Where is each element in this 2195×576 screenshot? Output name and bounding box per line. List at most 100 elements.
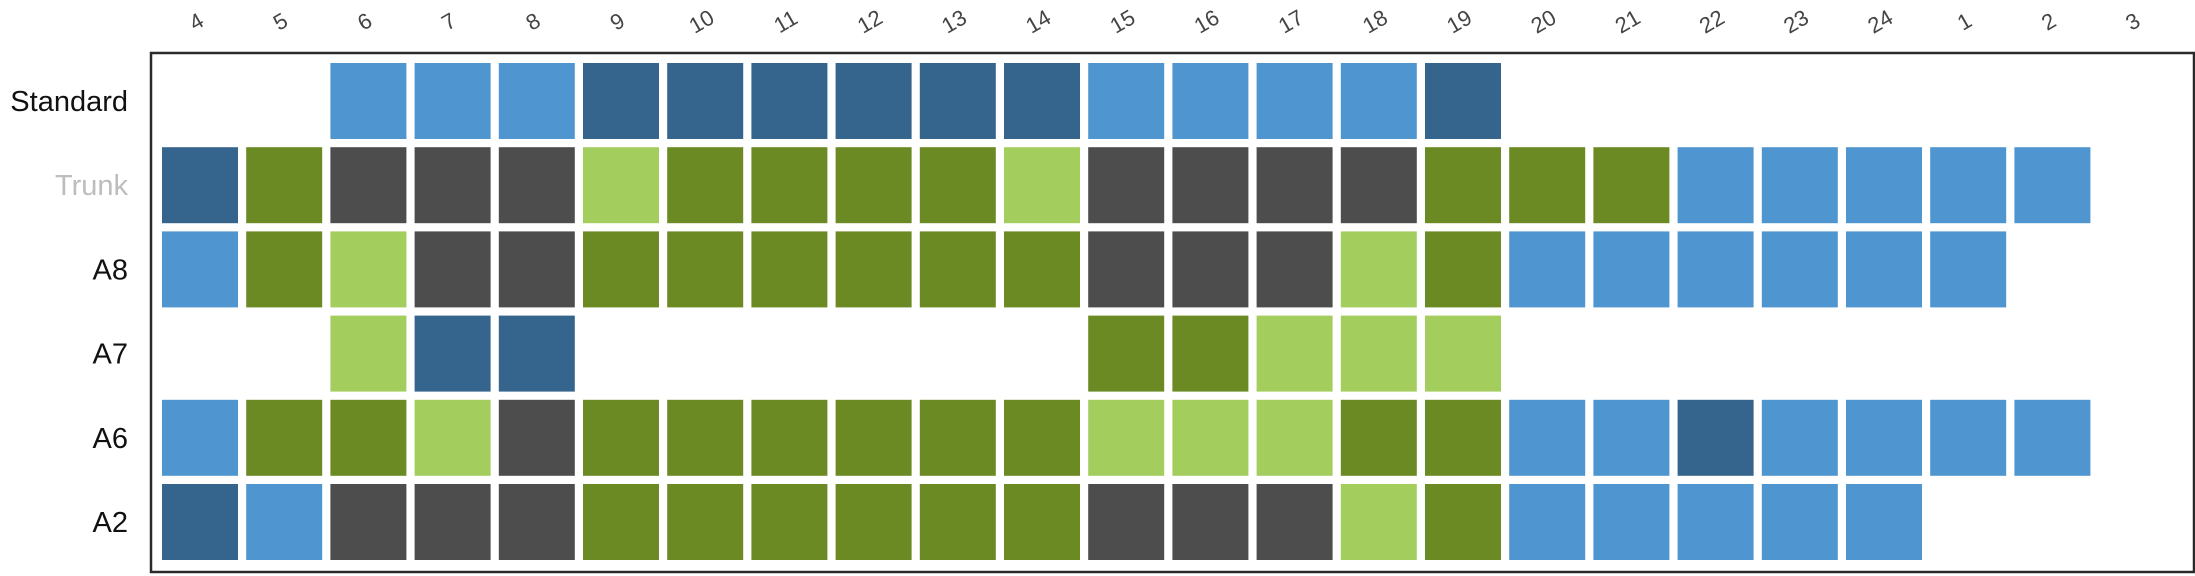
heatmap-cell [1677, 484, 1754, 560]
heatmap-cell [330, 315, 407, 392]
heatmap-cell [919, 484, 996, 560]
heatmap-cells [162, 63, 2091, 560]
heatmap-cell [919, 399, 996, 476]
row-label-a8: A8 [93, 254, 128, 286]
heatmap-cell [1761, 147, 1838, 224]
heatmap-cell [835, 63, 912, 139]
heatmap-cell [1930, 147, 2007, 224]
heatmap-cell [667, 399, 744, 476]
heatmap-cell [1088, 484, 1165, 560]
x-tick-label: 7 [437, 8, 460, 36]
heatmap-cell [162, 231, 238, 308]
heatmap-cell [835, 231, 912, 308]
heatmap-cell [1340, 231, 1417, 308]
heatmap-cell [1088, 147, 1165, 224]
heatmap-cell [1677, 399, 1754, 476]
heatmap-cell [1256, 63, 1333, 139]
x-tick-label: 16 [1190, 5, 1224, 39]
x-tick-label: 19 [1442, 5, 1476, 39]
x-tick-label: 12 [853, 5, 887, 39]
heatmap-cell [1425, 147, 1501, 224]
heatmap-cell [583, 63, 659, 139]
heatmap-cell [1340, 63, 1417, 139]
x-tick-label: 4 [185, 8, 208, 36]
heatmap-cell [1593, 484, 1670, 560]
heatmap-cell [1425, 484, 1501, 560]
heatmap-cell [414, 63, 491, 139]
heatmap-cell [414, 231, 491, 308]
heatmap-cell [1761, 399, 1838, 476]
x-axis-tick-labels: 4 5 6 7 8 9 10 11 12 13 14 15 16 17 18 19 20 21 22 23 24 1 2 3 [185, 5, 2145, 39]
heatmap-cell [583, 231, 659, 308]
heatmap-cell [162, 399, 238, 476]
heatmap-cell [751, 147, 828, 224]
heatmap-cell [162, 484, 238, 560]
heatmap-cell [2014, 147, 2091, 224]
x-tick-label: 3 [2121, 8, 2144, 36]
heatmap-cell [1509, 147, 1586, 224]
heatmap-cell [1761, 484, 1838, 560]
heatmap-cell [1425, 399, 1501, 476]
heatmap-cell [1593, 399, 1670, 476]
heatmap-cell [1677, 231, 1754, 308]
heatmap-cell [667, 147, 744, 224]
x-tick-label: 5 [269, 8, 292, 36]
heatmap-cell [1677, 147, 1754, 224]
heatmap-cell [1172, 63, 1249, 139]
heatmap-cell [751, 484, 828, 560]
heatmap-cell [1509, 484, 1586, 560]
x-tick-label: 15 [1106, 5, 1140, 39]
heatmap-cell [498, 484, 575, 560]
heatmap-cell [498, 315, 575, 392]
heatmap-cell [835, 484, 912, 560]
x-tick-label: 20 [1527, 5, 1561, 39]
heatmap-cell [246, 231, 323, 308]
heatmap-cell [498, 231, 575, 308]
x-tick-label: 23 [1779, 5, 1813, 39]
heatmap-cell [162, 147, 238, 224]
x-tick-label: 13 [937, 5, 971, 39]
heatmap-cell [751, 231, 828, 308]
heatmap-cell [1425, 231, 1501, 308]
heatmap-cell [1256, 147, 1333, 224]
heatmap-cell [1172, 484, 1249, 560]
heatmap-cell [1256, 484, 1333, 560]
heatmap-cell [583, 484, 659, 560]
heatmap-cell [1004, 63, 1080, 139]
heatmap-cell [330, 399, 407, 476]
heatmap-cell [583, 147, 659, 224]
heatmap-cell [414, 147, 491, 224]
heatmap-cell [1088, 315, 1165, 392]
heatmap-cell [498, 399, 575, 476]
row-label-a2: A2 [93, 507, 128, 539]
heatmap-cell [414, 399, 491, 476]
heatmap-cell [667, 484, 744, 560]
heatmap-cell [414, 484, 491, 560]
heatmap-cell [246, 399, 323, 476]
x-tick-label: 24 [1863, 5, 1897, 39]
row-label-standard: Standard [10, 86, 128, 118]
heatmap-cell [246, 484, 323, 560]
heatmap-cell [1340, 399, 1417, 476]
heatmap-cell [1256, 231, 1333, 308]
heatmap-cell [1172, 315, 1249, 392]
heatmap-cell [1930, 399, 2007, 476]
heatmap-cell [1256, 399, 1333, 476]
heatmap-cell [1088, 63, 1165, 139]
heatmap-cell [1172, 399, 1249, 476]
heatmap-cell [1509, 231, 1586, 308]
heatmap-cell [330, 231, 407, 308]
heatmap-cell [1593, 147, 1670, 224]
x-tick-label: 2 [2037, 8, 2060, 36]
heatmap-cell [330, 147, 407, 224]
heatmap-cell [498, 63, 575, 139]
y-axis-row-labels: Standard Trunk A8 A7 A6 A2 [10, 86, 128, 539]
x-tick-label: 21 [1611, 5, 1645, 39]
heatmap-cell [751, 399, 828, 476]
heatmap-cell [1088, 399, 1165, 476]
heatmap-cell [835, 399, 912, 476]
x-tick-label: 9 [606, 8, 629, 36]
heatmap-cell [1088, 231, 1165, 308]
heatmap-cell [1256, 315, 1333, 392]
